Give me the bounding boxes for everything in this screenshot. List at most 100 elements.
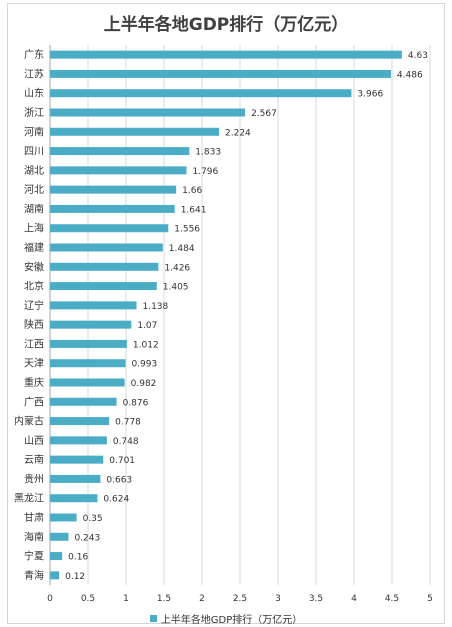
value-label: 2.224 [225,128,251,138]
bar [50,417,110,426]
value-label: 1.07 [137,321,157,331]
value-label: 1.556 [174,225,200,235]
bar [50,147,190,156]
category-label: 河南 [24,125,44,138]
value-label: 0.243 [74,533,100,543]
x-tick-label: 3.5 [309,594,323,604]
category-label: 北京 [24,280,44,293]
value-label: 1.641 [181,205,207,215]
x-tick-label: 1.5 [157,594,171,604]
bar [50,166,187,175]
bar [50,397,117,406]
bar [50,108,246,117]
bars [50,50,402,580]
value-label: 1.138 [142,302,168,312]
bar [50,474,101,483]
value-label: 0.876 [123,398,149,408]
category-label: 安徽 [24,260,44,273]
category-label: 天津 [24,358,44,370]
category-label: 贵州 [24,472,44,485]
legend-swatch [149,615,157,622]
value-label: 0.701 [109,456,135,466]
value-label: 1.484 [169,244,195,254]
bar [50,513,77,522]
category-label: 宁夏 [24,550,44,563]
category-label: 江苏 [24,67,44,80]
bar [50,339,127,348]
value-label: 1.66 [182,186,202,196]
bar [50,50,402,59]
value-label: 4.63 [408,51,428,61]
bar [50,224,169,233]
bar [50,185,177,194]
category-label: 陕西 [24,318,44,331]
category-label: 甘肃 [24,511,44,524]
chart-title: 上半年各地GDP排行（万亿元） [103,15,349,35]
x-tick-label: 0 [47,594,53,604]
category-label: 上海 [24,222,44,235]
x-tick-label: 4.5 [385,594,399,604]
x-tick-label: 3 [275,594,281,604]
category-label: 黑龙江 [14,492,44,505]
category-label: 海南 [24,530,44,543]
value-label: 2.567 [251,109,277,119]
bar [50,282,157,291]
category-label: 辽宁 [24,299,44,312]
bar [50,69,391,78]
value-label: 1.426 [164,263,190,273]
bar [50,552,63,561]
value-label: 1.796 [192,167,218,177]
value-label: 0.993 [131,360,157,370]
category-label: 广西 [24,396,44,408]
bar [50,127,220,136]
legend: 上半年各地GDP排行（万亿元） [0,611,452,626]
value-label: 0.35 [83,514,103,524]
value-label: 0.16 [68,553,88,563]
x-tick-label: 0.5 [81,594,95,604]
value-label: 0.663 [106,475,132,485]
bar [50,301,137,310]
bar [50,320,132,329]
x-tick-label: 2.5 [233,594,247,604]
value-label: 0.982 [131,379,157,389]
category-label: 湖南 [24,202,44,215]
category-label: 浙江 [24,107,44,119]
category-label: 山东 [24,87,44,100]
value-label: 0.624 [103,495,129,505]
x-tick-label: 5 [427,594,433,604]
bar [50,89,352,98]
x-axis-ticks: 0 0.5 1 1.5 2 2.5 3 3.5 4 4.5 5 [47,594,433,604]
category-label: 重庆 [24,376,44,389]
bar [50,494,98,503]
category-label: 河北 [24,184,44,196]
bar [50,532,69,541]
category-label: 山西 [24,435,44,447]
category-label: 云南 [24,453,44,466]
bar [50,436,107,445]
category-labels: 广东江苏山东浙江河南四川湖北河北湖南上海福建安徽北京辽宁陕西江西天津重庆广西内蒙… [14,48,44,582]
bar [50,204,175,213]
bar [50,243,163,252]
value-label: 4.486 [397,70,423,80]
value-label: 0.778 [115,418,141,428]
category-label: 湖北 [24,165,44,177]
value-label: 1.405 [163,283,189,293]
bar [50,571,60,580]
category-label: 青海 [24,569,44,582]
bar [50,455,104,464]
bar [50,359,126,368]
x-tick-label: 2 [199,594,205,604]
chart-frame [7,3,445,624]
bar [50,378,125,387]
category-label: 福建 [24,241,44,254]
value-label: 1.833 [195,148,221,158]
category-label: 江西 [24,338,44,350]
bar [50,262,159,271]
legend-label: 上半年各地GDP排行（万亿元） [160,615,303,626]
category-label: 广东 [24,48,44,61]
value-label: 1.012 [133,340,159,350]
value-label: 3.966 [357,90,383,100]
x-tick-label: 4 [351,594,357,604]
category-label: 四川 [24,147,44,158]
